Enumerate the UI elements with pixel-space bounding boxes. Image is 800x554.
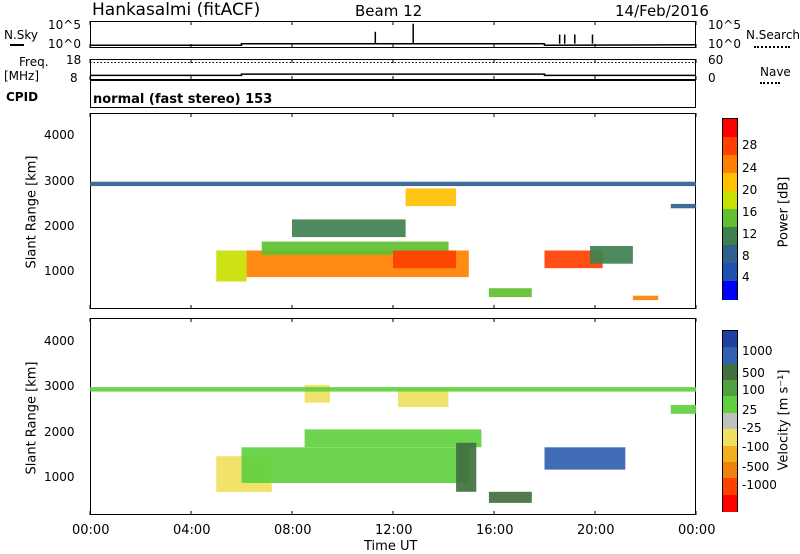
nave-label: Nave bbox=[760, 65, 791, 79]
vel-cbtick-500: 500 bbox=[742, 366, 765, 380]
vel-cbtick-1000: 1000 bbox=[742, 344, 773, 358]
cpid-value: normal (fast stereo) 153 bbox=[93, 92, 273, 107]
power-region bbox=[292, 219, 406, 238]
velocity-colorbar-segment bbox=[723, 461, 737, 480]
velocity-colorbar-segment bbox=[723, 494, 737, 512]
noise-right-label: N.Search bbox=[746, 28, 800, 42]
power-cbtick-12: 12 bbox=[742, 227, 758, 241]
xtick-0: 00:00 bbox=[72, 523, 110, 538]
power-colorbar-segment bbox=[723, 281, 737, 300]
beam-title: Beam 12 bbox=[355, 2, 423, 20]
xtick-4: 16:00 bbox=[476, 523, 514, 538]
xtick-6: 00:00 bbox=[678, 523, 716, 538]
power-colorbar-segment bbox=[723, 191, 737, 210]
power-cbtick-24: 24 bbox=[742, 161, 758, 175]
xtick-5: 20:00 bbox=[577, 523, 615, 538]
velocity-colorbar-segment bbox=[723, 478, 737, 496]
noise-trace bbox=[90, 23, 697, 47]
velocity-heatmap bbox=[90, 384, 697, 503]
velocity-colorbar-segment bbox=[723, 347, 737, 365]
power-region bbox=[90, 181, 696, 187]
freq-left-tick-top: 18 bbox=[66, 53, 82, 67]
vel-cbtick-neg25: -25 bbox=[742, 421, 762, 435]
vel-ytick-2000: 2000 bbox=[44, 425, 75, 439]
power-cbtick-8: 8 bbox=[742, 249, 750, 263]
x-axis-label: Time UT bbox=[364, 539, 418, 554]
power-colorbar-segment bbox=[723, 173, 737, 192]
power-region bbox=[216, 250, 247, 282]
noise-right-tick-top: 10^5 bbox=[708, 18, 741, 32]
vel-cbtick-25: 25 bbox=[742, 403, 758, 417]
nave-dots bbox=[760, 82, 780, 84]
velocity-colorbar-segment bbox=[723, 380, 737, 398]
vel-cbtick-neg100: -100 bbox=[742, 440, 770, 454]
power-region bbox=[393, 250, 457, 269]
velocity-region bbox=[488, 491, 532, 503]
power-ytick-1000: 1000 bbox=[44, 264, 75, 278]
power-ytick-4000: 4000 bbox=[44, 128, 75, 142]
power-cbtick-4: 4 bbox=[742, 270, 750, 284]
vel-ytick-1000: 1000 bbox=[44, 470, 75, 484]
vel-cbtick-neg500: -500 bbox=[742, 460, 770, 474]
power-region bbox=[405, 188, 457, 207]
velocity-region bbox=[241, 447, 469, 483]
noise-left-label: N.Sky bbox=[4, 28, 39, 42]
noise-right-dots bbox=[754, 46, 790, 48]
power-colorbar-segment bbox=[723, 227, 737, 246]
power-region bbox=[544, 250, 603, 269]
power-region bbox=[670, 203, 697, 209]
velocity-colorbar-segment bbox=[723, 412, 737, 431]
noise-left-dash bbox=[10, 44, 24, 46]
nave-right-tick-bottom: 0 bbox=[708, 71, 716, 85]
date-title: 14/Feb/2016 bbox=[615, 2, 709, 20]
velocity-colorbar-segment bbox=[723, 429, 737, 447]
velocity-region bbox=[398, 389, 449, 408]
velocity-region bbox=[456, 442, 477, 492]
power-heatmap bbox=[90, 181, 697, 301]
power-cbtick-20: 20 bbox=[742, 183, 758, 197]
vel-ytick-3000: 3000 bbox=[44, 379, 75, 393]
velocity-colorbar-segment bbox=[723, 396, 737, 414]
freq-left-tick-bottom: 8 bbox=[70, 71, 78, 85]
nave-right-tick-top: 60 bbox=[708, 53, 724, 67]
freq-label-top: Freq. bbox=[19, 55, 49, 69]
velocity-region bbox=[670, 404, 697, 414]
velocity-colorbar-segment bbox=[723, 331, 737, 349]
xtick-3: 12:00 bbox=[375, 523, 413, 538]
xtick-1: 04:00 bbox=[173, 523, 211, 538]
freq-label-unit: [MHz] bbox=[4, 69, 40, 83]
cpid-label: CPID bbox=[6, 90, 39, 104]
xtick-2: 08:00 bbox=[274, 523, 312, 538]
station-title: Hankasalmi (fitACF) bbox=[92, 0, 261, 20]
power-colorbar-segment bbox=[723, 263, 737, 282]
vel-cbtick-100: 100 bbox=[742, 383, 765, 397]
power-colorbar bbox=[722, 118, 738, 300]
power-colorbar-segment bbox=[723, 119, 737, 138]
cpid-panel-frame bbox=[90, 80, 696, 108]
power-cbtick-16: 16 bbox=[742, 205, 758, 219]
freq-trace bbox=[90, 62, 696, 77]
velocity-colorbar-segment bbox=[723, 445, 737, 463]
vel-ytick-4000: 4000 bbox=[44, 334, 75, 348]
noise-right-tick-bottom: 10^0 bbox=[708, 37, 741, 51]
velocity-region bbox=[304, 429, 482, 448]
power-region bbox=[632, 295, 659, 301]
power-colorbar-segment bbox=[723, 137, 737, 156]
power-colorbar-segment bbox=[723, 155, 737, 174]
vel-cbtick-neg1000: -1000 bbox=[742, 478, 777, 492]
power-ytick-3000: 3000 bbox=[44, 174, 75, 188]
power-cbtick-28: 28 bbox=[742, 138, 758, 152]
power-colorbar-segment bbox=[723, 209, 737, 228]
velocity-colorbar-segment bbox=[723, 363, 737, 381]
noise-left-tick-bottom: 10^0 bbox=[48, 37, 81, 51]
velocity-colorbar bbox=[722, 330, 738, 512]
power-region bbox=[488, 288, 532, 298]
power-colorbar-segment bbox=[723, 245, 737, 264]
power-ytick-2000: 2000 bbox=[44, 219, 75, 233]
noise-left-tick-top: 10^5 bbox=[48, 18, 81, 32]
velocity-region bbox=[90, 387, 696, 392]
power-region bbox=[590, 246, 633, 264]
velocity-region bbox=[544, 447, 626, 470]
